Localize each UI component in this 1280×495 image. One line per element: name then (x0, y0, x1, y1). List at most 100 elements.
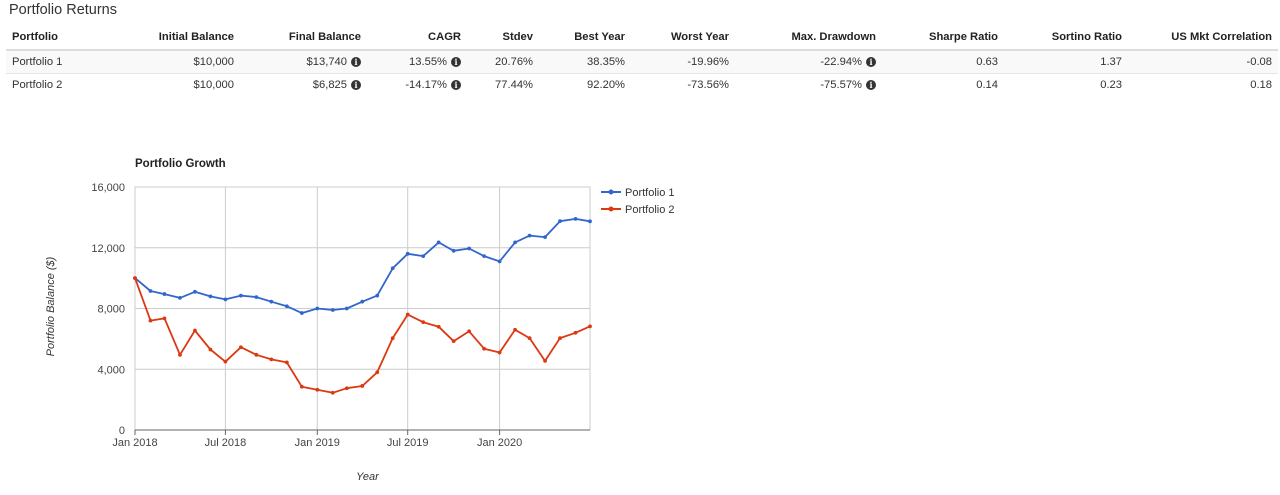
data-point-series-1 (467, 246, 472, 251)
data-point-series-1 (315, 306, 320, 311)
cell-max-drawdown: -22.94% i (735, 50, 882, 74)
header-best-year[interactable]: Best Year (539, 26, 631, 51)
cell-initial-balance: $10,000 (108, 50, 240, 74)
data-point-series-2 (497, 350, 502, 355)
cell-sharpe-ratio: 0.63 (882, 50, 1004, 74)
header-cagr[interactable]: CAGR (367, 26, 467, 51)
data-point-series-2 (133, 276, 137, 281)
header-us-mkt-correlation[interactable]: US Mkt Correlation (1128, 26, 1278, 51)
data-point-series-2 (299, 384, 304, 389)
y-tick-label: 8,000 (97, 304, 125, 316)
cell-max-drawdown: -75.57% i (735, 73, 882, 96)
cell-cagr: -14.17% i (367, 73, 467, 96)
data-point-series-2 (148, 318, 153, 323)
data-point-series-1 (482, 254, 487, 259)
info-icon[interactable]: i (351, 57, 361, 67)
data-point-series-1 (588, 219, 592, 224)
table-row: Portfolio 1 $10,000 $13,740 i 13.55% i 20.… (6, 50, 1278, 74)
data-point-series-1 (254, 295, 259, 300)
cell-final-balance: $13,740 i (240, 50, 367, 74)
info-icon[interactable]: i (451, 80, 461, 90)
info-icon[interactable]: i (866, 80, 876, 90)
data-point-series-2 (254, 352, 259, 357)
cell-initial-balance: $10,000 (108, 73, 240, 96)
data-point-series-1 (238, 293, 243, 298)
data-point-series-2 (467, 329, 472, 334)
data-point-series-1 (497, 259, 502, 264)
data-point-series-2 (573, 330, 578, 335)
x-tick-label: Jul 2019 (387, 437, 429, 449)
y-axis-title: Portfolio Balance ($) (45, 256, 57, 356)
table-header-row: Portfolio Initial Balance Final Balance … (6, 26, 1278, 51)
x-tick-label: Jan 2018 (112, 437, 157, 449)
x-tick-label: Jan 2019 (295, 437, 340, 449)
data-point-series-2 (436, 324, 441, 329)
legend-marker-2 (608, 206, 614, 212)
data-point-series-2 (193, 328, 197, 333)
data-point-series-2 (375, 370, 380, 375)
cell-stdev: 77.44% (467, 73, 539, 96)
info-icon[interactable]: i (451, 57, 461, 67)
header-sharpe-ratio[interactable]: Sharpe Ratio (882, 26, 1004, 51)
series-line-2 (134, 277, 591, 394)
x-tick-label: Jul 2018 (205, 437, 247, 449)
cell-us-mkt-correlation: -0.08 (1128, 50, 1278, 74)
data-point-series-2 (284, 360, 289, 365)
header-stdev[interactable]: Stdev (467, 26, 539, 51)
data-point-series-1 (543, 235, 547, 240)
x-tick-label: Jan 2020 (477, 437, 522, 449)
y-tick-label: 0 (119, 425, 125, 437)
data-point-series-1 (436, 240, 441, 245)
header-worst-year[interactable]: Worst Year (631, 26, 735, 51)
header-final-balance[interactable]: Final Balance (240, 26, 367, 51)
cell-cagr-value: -14.17% (405, 79, 447, 91)
data-point-series-1 (375, 293, 380, 298)
data-point-series-2 (390, 336, 395, 341)
legend-label-2: Portfolio 2 (625, 204, 675, 216)
cell-cagr-value: 13.55% (409, 56, 447, 68)
data-point-series-1 (421, 254, 426, 259)
data-point-series-1 (269, 299, 274, 304)
data-point-series-2 (269, 357, 274, 362)
header-initial-balance[interactable]: Initial Balance (108, 26, 240, 51)
cell-worst-year: -73.56% (631, 73, 735, 96)
info-icon[interactable]: i (351, 80, 361, 90)
cell-us-mkt-correlation: 0.18 (1128, 73, 1278, 96)
data-point-series-1 (193, 289, 197, 294)
data-point-series-1 (208, 294, 213, 299)
y-tick-label: 12,000 (91, 243, 125, 255)
series-line-1 (134, 217, 591, 315)
cell-final-balance-value: $13,740 (306, 56, 347, 68)
data-point-series-1 (360, 299, 365, 304)
cell-best-year: 92.20% (539, 73, 631, 96)
header-portfolio[interactable]: Portfolio (6, 26, 108, 51)
data-point-series-1 (148, 289, 153, 293)
y-tick-label: 16,000 (91, 182, 125, 194)
x-axis-title: Year (356, 471, 380, 483)
cell-portfolio: Portfolio 2 (6, 73, 108, 96)
data-point-series-1 (344, 306, 349, 311)
data-point-series-1 (223, 297, 228, 302)
data-point-series-2 (421, 320, 426, 325)
table-row: Portfolio 2 $10,000 $6,825 i -14.17% i 77.… (6, 73, 1278, 96)
data-point-series-1 (299, 311, 304, 315)
data-point-series-1 (162, 292, 167, 296)
data-point-series-2 (162, 316, 167, 321)
header-max-drawdown[interactable]: Max. Drawdown (735, 26, 882, 51)
cell-max-drawdown-value: -22.94% (820, 56, 862, 68)
data-point-series-2 (543, 358, 547, 363)
data-point-series-1 (513, 240, 517, 245)
data-point-series-2 (451, 339, 456, 344)
data-point-series-2 (223, 359, 228, 364)
data-point-series-1 (178, 295, 182, 300)
header-sortino-ratio[interactable]: Sortino Ratio (1004, 26, 1128, 51)
cell-portfolio: Portfolio 1 (6, 50, 108, 74)
data-point-series-2 (330, 390, 335, 395)
data-point-series-1 (284, 304, 289, 309)
data-point-series-2 (360, 384, 365, 388)
cell-sortino-ratio: 0.23 (1004, 73, 1128, 96)
info-icon[interactable]: i (866, 57, 876, 67)
data-point-series-2 (588, 324, 592, 329)
cell-stdev: 20.76% (467, 50, 539, 74)
